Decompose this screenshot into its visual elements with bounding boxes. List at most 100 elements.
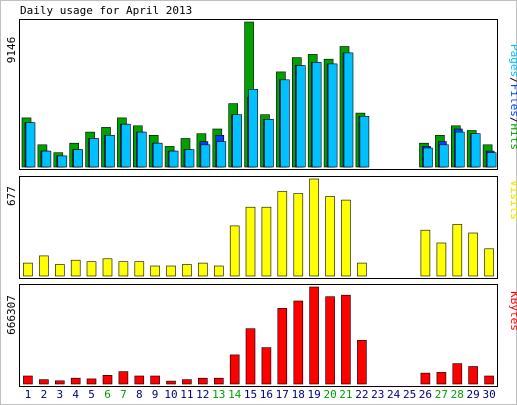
visits-bar (245, 206, 256, 277)
x-tick-label: 7 (120, 388, 127, 401)
pages-bar (423, 147, 433, 168)
pages-bar (454, 131, 465, 168)
kbytes-bar (420, 372, 431, 385)
x-tick-label: 11 (180, 388, 193, 401)
kbytes-bar (54, 380, 65, 385)
kbytes-bar (452, 363, 463, 385)
visits-bar (341, 199, 351, 277)
kbytes-bar (214, 377, 224, 385)
visits-bar (166, 265, 176, 277)
x-tick-label: 1 (25, 388, 32, 401)
legend-sep-2: / (508, 117, 517, 124)
x-tick-label: 8 (136, 388, 143, 401)
x-tick-label: 21 (339, 388, 352, 401)
visits-bar (229, 225, 240, 277)
kbytes-bar (468, 366, 478, 385)
bars-layer (21, 21, 497, 385)
visits-bar (118, 261, 129, 277)
kbytes-bar (150, 375, 160, 385)
x-tick-label: 14 (228, 388, 242, 401)
visits-bar (452, 224, 463, 277)
legend-kbytes: KBytes (508, 291, 517, 331)
kbytes-bar (293, 300, 304, 385)
kbytes-bar (198, 377, 208, 385)
pages-bar (168, 150, 179, 168)
visits-bar (86, 261, 97, 277)
pages-bar (343, 52, 354, 168)
kbytes-bar (325, 296, 335, 385)
kbytes-bar (309, 286, 319, 385)
x-tick-label: 19 (307, 388, 320, 401)
kbytes-bar (277, 307, 288, 385)
hits-max-label: 9146 (5, 37, 18, 64)
pages-bar (280, 79, 290, 168)
visits-bar (39, 255, 49, 277)
legend-pages: Pages (508, 44, 517, 77)
pages-bar (41, 150, 52, 168)
kbytes-bar (118, 371, 129, 385)
x-tick-label: 22 (355, 388, 368, 401)
kbytes-bar (484, 375, 494, 385)
legend-hits: Hits (508, 124, 517, 151)
visits-bar (293, 193, 304, 277)
pages-bar (248, 89, 258, 168)
legend-files: Files (508, 84, 517, 117)
x-tick-label: 2 (41, 388, 48, 401)
pages-bar (264, 119, 274, 168)
pages-bar (105, 135, 115, 168)
x-tick-label: 27 (435, 388, 448, 401)
kbytes-bar (229, 354, 240, 385)
visits-bar (214, 265, 224, 277)
legend-sep-1: / (508, 77, 517, 84)
x-tick-label: 26 (419, 388, 432, 401)
kbytes-panel-frame (19, 284, 498, 387)
x-tick-label: 15 (244, 388, 257, 401)
x-tick-label: 16 (260, 388, 273, 401)
x-tick-label: 10 (164, 388, 177, 401)
pages-bar (470, 133, 481, 168)
x-tick-label: 4 (72, 388, 79, 401)
pages-bar (486, 152, 497, 168)
kbytes-bar (39, 379, 49, 385)
x-tick-label: 29 (466, 388, 479, 401)
x-tick-label: 17 (276, 388, 289, 401)
kbytes-bar (341, 294, 351, 385)
chart-title: Daily usage for April 2013 (20, 4, 192, 17)
visits-max-label: 677 (5, 186, 18, 206)
pages-bar (137, 131, 147, 168)
visits-bar (325, 196, 335, 277)
x-tick-label: 23 (371, 388, 384, 401)
visits-bar (23, 262, 33, 277)
visits-bar (309, 178, 319, 277)
kbytes-bar (86, 378, 97, 385)
x-tick-label: 30 (482, 388, 495, 401)
kbytes-bar (261, 347, 272, 385)
pages-bar (216, 141, 227, 168)
x-tick-label: 28 (451, 388, 464, 401)
x-tick-label: 9 (152, 388, 159, 401)
pages-bar (57, 155, 68, 168)
x-axis-labels: 1 2 3 4 5 6 7 8 9 10 11 12 13 14 15 16 17 18 19 20 21 22 23 24 2… (25, 388, 496, 401)
visits-bar (357, 262, 367, 277)
kbytes-max-label: 666307 (5, 295, 18, 335)
pages-bar (152, 142, 163, 168)
x-tick-label: 12 (196, 388, 209, 401)
visits-bar (420, 229, 431, 277)
kbytes-bar (134, 375, 145, 385)
legend-visits: Visits (508, 180, 517, 220)
kbytes-bar (245, 328, 256, 385)
x-tick-label: 25 (403, 388, 416, 401)
visits-bar (436, 242, 447, 277)
visits-bar (484, 248, 494, 277)
visits-bar (468, 232, 478, 277)
x-tick-label: 6 (104, 388, 111, 401)
visits-bar (70, 259, 81, 277)
kbytes-bar (436, 372, 447, 385)
x-tick-label: 24 (387, 388, 401, 401)
visits-bar (54, 264, 65, 277)
x-tick-label: 18 (292, 388, 305, 401)
kbytes-bar (357, 339, 367, 385)
visits-bar (198, 262, 208, 277)
visits-bar (134, 261, 145, 277)
